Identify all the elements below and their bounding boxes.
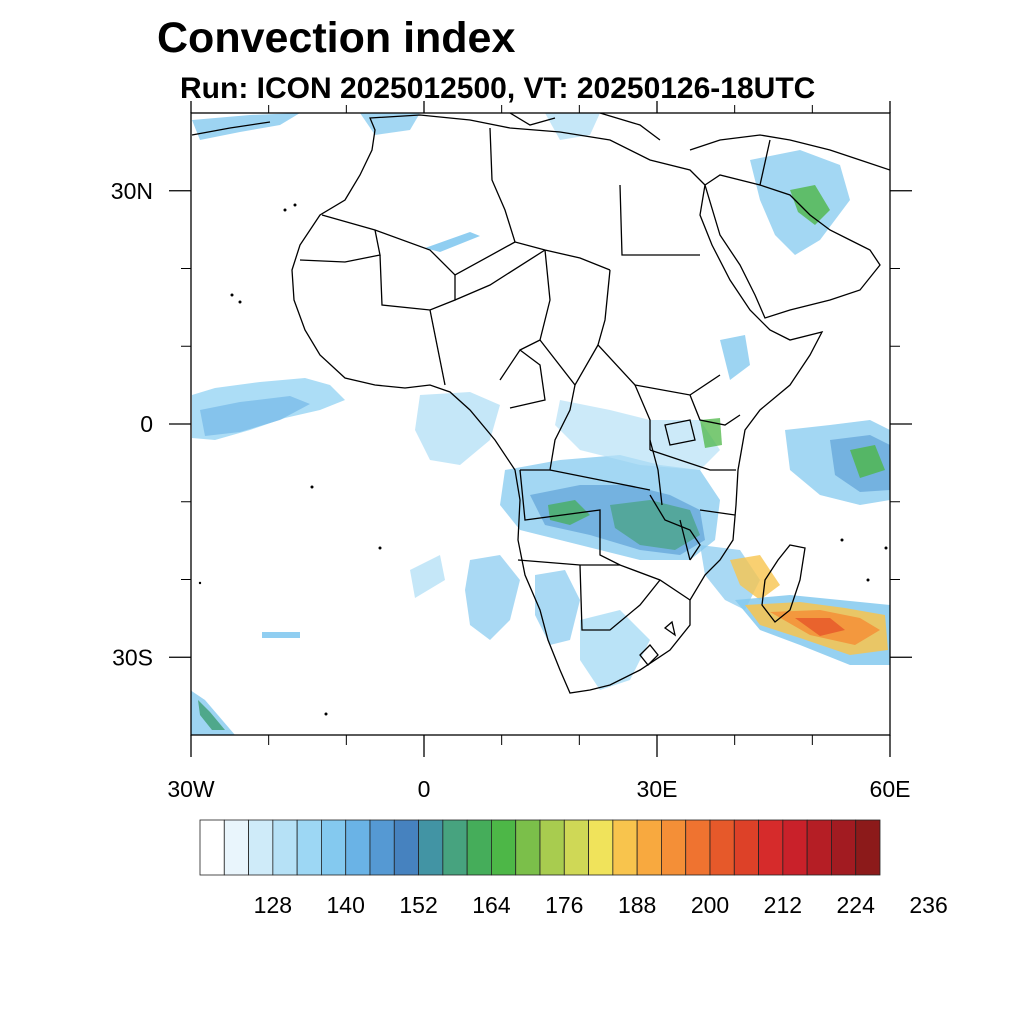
colorbar-swatch [758, 819, 784, 876]
colorbar-tick-label: 176 [545, 892, 583, 918]
colorbar [199, 819, 881, 876]
colorbar-tick-label: 128 [254, 892, 292, 918]
colorbar-swatch [563, 819, 589, 876]
colorbar-swatch [612, 819, 638, 876]
island-markers [198, 203, 888, 716]
colorbar-swatch [296, 819, 322, 876]
colorbar-swatch [831, 819, 857, 876]
colorbar-swatch [661, 819, 687, 876]
colorbar-tick-label: 212 [764, 892, 802, 918]
lon-tick-label: 60E [870, 776, 911, 802]
colorbar-tick-label: 224 [837, 892, 876, 918]
axis-ticks [169, 101, 912, 757]
convection-field [191, 113, 890, 735]
coastlines-and-borders [191, 113, 890, 694]
colorbar-swatch [418, 819, 444, 876]
colorbar-swatch [806, 819, 832, 876]
colorbar-swatch [588, 819, 614, 876]
colorbar-swatch [539, 819, 565, 876]
colorbar-swatch [515, 819, 541, 876]
colorbar-swatch [223, 819, 249, 876]
colorbar-swatch [199, 819, 225, 876]
colorbar-tick-label: 188 [618, 892, 656, 918]
colorbar-swatch [733, 819, 759, 876]
colorbar-swatch [636, 819, 662, 876]
lon-tick-label: 30W [167, 776, 215, 802]
lat-tick-label: 0 [140, 411, 153, 437]
lat-tick-label: 30S [112, 644, 153, 670]
colorbar-swatch [248, 819, 274, 876]
colorbar-tick-label: 236 [909, 892, 947, 918]
colorbar-tick-label: 200 [691, 892, 729, 918]
colorbar-tick-label: 152 [399, 892, 437, 918]
map-title: Convection index [157, 14, 516, 62]
colorbar-swatch [491, 819, 517, 876]
colorbar-swatch [709, 819, 735, 876]
colorbar-tick-label: 164 [472, 892, 511, 918]
colorbar-swatch [272, 819, 298, 876]
lat-tick-label: 30N [111, 178, 153, 204]
map-subtitle: Run: ICON 2025012500, VT: 20250126-18UTC [180, 72, 816, 105]
colorbar-swatch [442, 819, 468, 876]
colorbar-swatch [345, 819, 371, 876]
axis-labels: 30W 0 30E 60E 30N 0 30S [111, 178, 911, 802]
colorbar-swatch [855, 819, 881, 876]
lon-tick-label: 30E [637, 776, 678, 802]
colorbar-labels: 128 140 152 164 176 188 200 212 224 236 [254, 892, 948, 918]
colorbar-swatch [393, 819, 419, 876]
colorbar-swatch [369, 819, 395, 876]
lon-tick-label: 0 [418, 776, 431, 802]
colorbar-tick-label: 140 [327, 892, 365, 918]
colorbar-swatch [685, 819, 711, 876]
colorbar-swatch [466, 819, 492, 876]
colorbar-swatch [321, 819, 347, 876]
colorbar-swatch [782, 819, 808, 876]
